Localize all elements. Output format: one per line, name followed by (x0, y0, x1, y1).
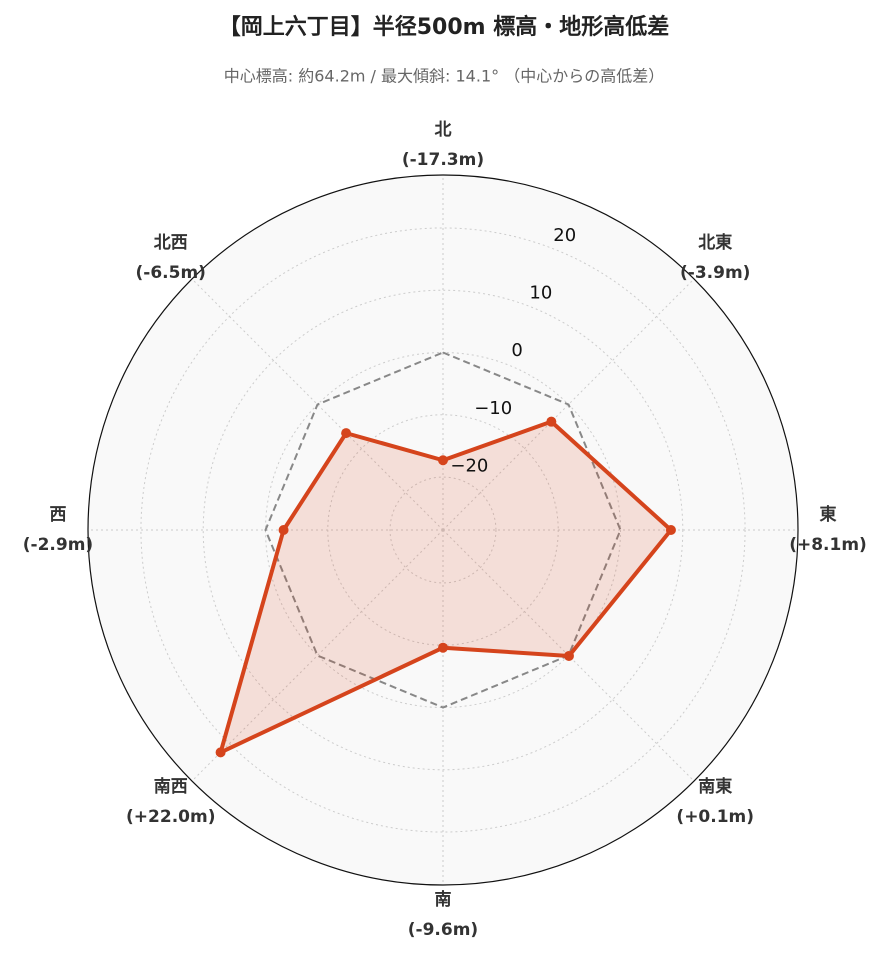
category-label: 北 (435, 120, 452, 140)
r-tick-label: −20 (450, 455, 488, 476)
r-tick-label: 0 (511, 340, 522, 361)
grid-circle (389, 476, 497, 584)
data-point (546, 416, 557, 427)
grid-spoke (191, 278, 444, 531)
data-point (341, 428, 352, 439)
category-label: 南 (435, 889, 452, 910)
reference-line (264, 351, 622, 709)
grid-circle (140, 227, 746, 833)
r-tick-label: 10 (529, 283, 552, 304)
category-label: 北東 (698, 232, 732, 253)
data-point (278, 525, 289, 535)
plot-border (87, 174, 799, 886)
value-label: (+8.1m) (789, 535, 867, 555)
grid-spoke (442, 529, 695, 782)
value-label: (-6.5m) (136, 263, 206, 283)
value-label: (-9.6m) (408, 920, 478, 940)
value-label: (-2.9m) (23, 535, 93, 555)
chart-subtitle: 中心標高: 約64.2m / 最大傾斜: 14.1° （中心からの高低差） (224, 67, 664, 86)
value-label: (+0.1m) (676, 807, 754, 827)
category-label: 西 (50, 505, 67, 525)
value-label: (-17.3m) (402, 150, 484, 170)
category-label: 南西 (154, 776, 188, 797)
grid-spoke (442, 278, 695, 531)
data-point (215, 747, 226, 758)
r-tick-label: −10 (474, 398, 512, 419)
chart-title: 【岡上六丁目】半径500m 標高・地形高低差 (219, 14, 670, 40)
r-tick-label: 20 (553, 225, 576, 246)
value-label: (+22.0m) (126, 807, 215, 827)
data-point (438, 642, 448, 653)
value-label: (-3.9m) (680, 263, 750, 283)
data-point (438, 455, 448, 466)
category-label: 北西 (154, 233, 188, 253)
data-point (563, 650, 574, 661)
grid-spoke (191, 529, 444, 782)
grid-circle (202, 289, 684, 771)
category-label: 東 (820, 504, 837, 525)
category-label: 南東 (698, 776, 732, 797)
data-point (665, 525, 676, 535)
